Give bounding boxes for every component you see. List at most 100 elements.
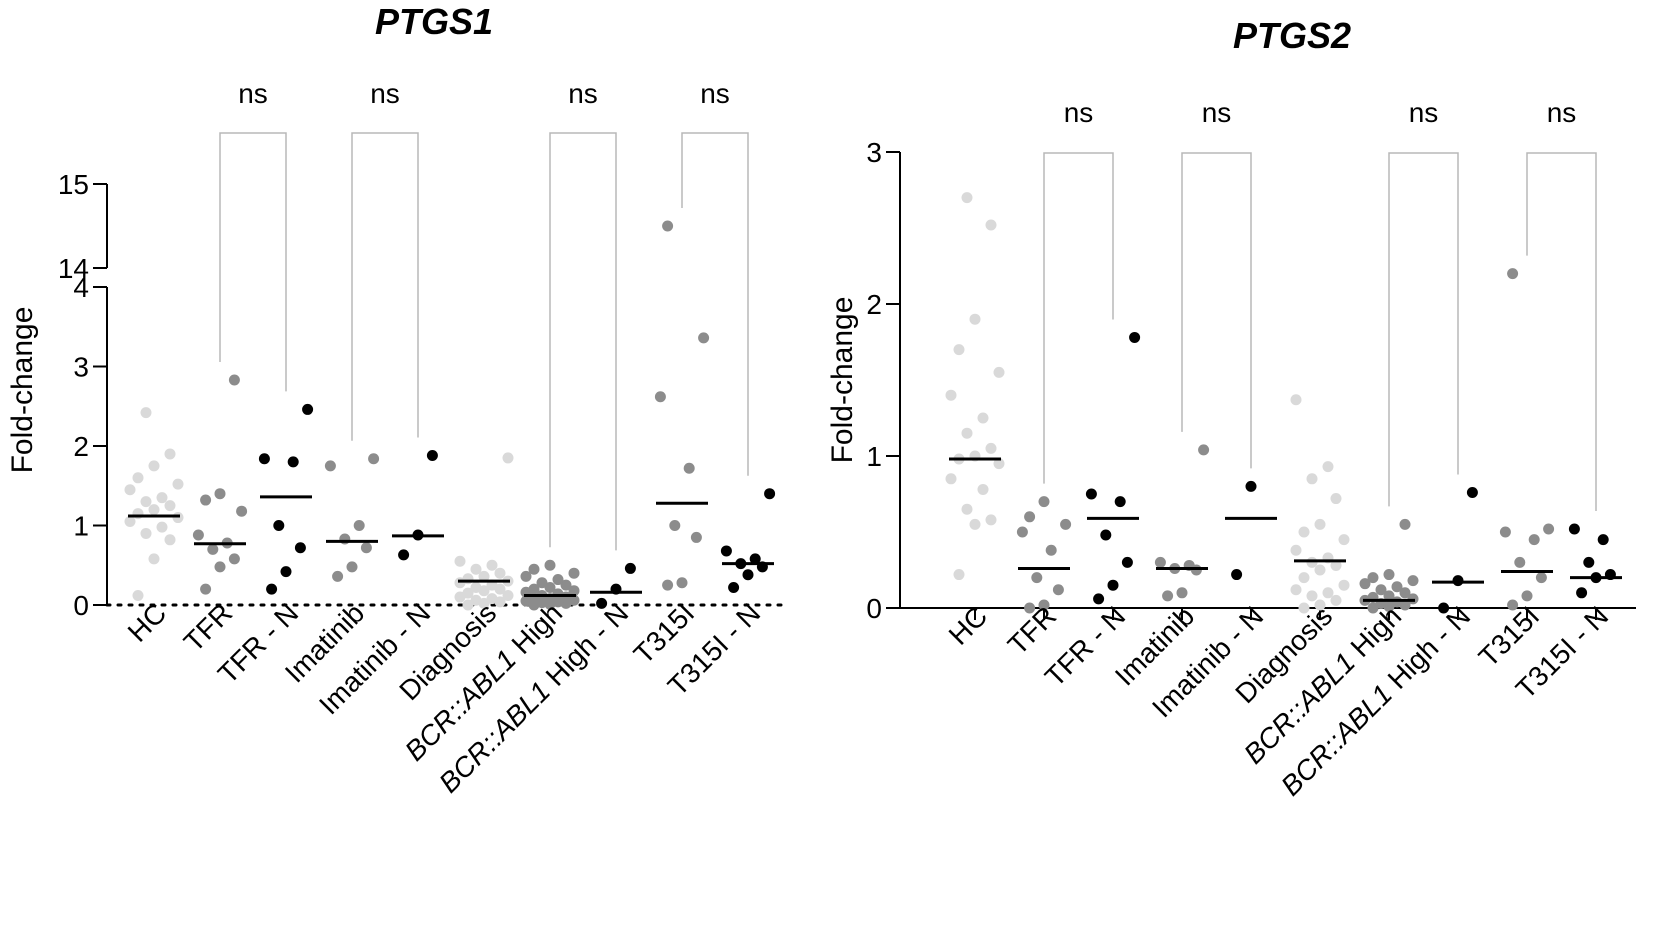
significance-bracket bbox=[219, 132, 287, 392]
data-point bbox=[568, 585, 580, 597]
data-point bbox=[1322, 461, 1334, 473]
data-point bbox=[148, 553, 160, 565]
significance-label: ns bbox=[1409, 97, 1439, 128]
data-point bbox=[1314, 518, 1326, 530]
data-point bbox=[969, 518, 981, 530]
data-point bbox=[462, 587, 474, 599]
data-point bbox=[502, 452, 514, 464]
data-point bbox=[346, 561, 358, 573]
data-point bbox=[969, 313, 981, 325]
data-point bbox=[280, 566, 292, 578]
significance-label: ns bbox=[238, 78, 268, 109]
data-point bbox=[1322, 587, 1334, 599]
y-tick-label: 2 bbox=[73, 431, 89, 462]
data-point bbox=[1367, 602, 1379, 614]
data-point bbox=[470, 594, 482, 606]
data-point bbox=[164, 534, 176, 546]
significance-bracket bbox=[1181, 152, 1252, 469]
data-point bbox=[1399, 587, 1411, 599]
y-tick-label: 1 bbox=[73, 511, 89, 542]
data-point bbox=[1114, 496, 1126, 508]
data-point bbox=[528, 563, 540, 575]
data-point bbox=[1407, 575, 1419, 587]
chart-title: PTGS2 bbox=[1233, 15, 1351, 56]
data-point bbox=[1583, 556, 1595, 568]
data-point bbox=[669, 520, 681, 531]
data-point bbox=[1576, 587, 1588, 599]
data-point bbox=[1438, 602, 1450, 614]
data-point bbox=[1466, 486, 1478, 498]
data-point bbox=[1383, 569, 1395, 581]
significance-label: ns bbox=[700, 78, 730, 109]
data-point bbox=[654, 391, 666, 403]
data-point bbox=[494, 567, 506, 579]
y-tick-label: 15 bbox=[58, 169, 89, 200]
significance-bracket bbox=[351, 132, 419, 441]
data-point bbox=[1129, 331, 1141, 343]
y-tick-label: 14 bbox=[58, 253, 89, 284]
data-point bbox=[1568, 523, 1580, 535]
data-point bbox=[1306, 556, 1318, 568]
data-point bbox=[156, 492, 168, 504]
y-tick-label: 3 bbox=[866, 137, 882, 168]
data-point bbox=[1528, 534, 1540, 546]
data-point bbox=[353, 520, 365, 531]
data-point bbox=[544, 559, 556, 571]
data-point bbox=[470, 563, 482, 575]
data-point bbox=[398, 549, 410, 561]
significance-label: ns bbox=[1064, 97, 1094, 128]
data-point bbox=[690, 531, 702, 543]
data-point bbox=[1330, 493, 1342, 505]
data-point bbox=[207, 543, 219, 555]
data-point bbox=[214, 488, 226, 500]
data-point bbox=[1330, 594, 1342, 606]
significance-label: ns bbox=[370, 78, 400, 109]
data-point bbox=[266, 583, 278, 595]
significance-bracket bbox=[1043, 152, 1114, 484]
data-point bbox=[993, 458, 1005, 470]
data-point bbox=[1543, 523, 1555, 535]
data-point bbox=[596, 597, 608, 609]
data-point bbox=[1245, 480, 1257, 492]
data-point bbox=[454, 555, 466, 567]
data-point bbox=[536, 577, 548, 589]
data-point bbox=[478, 570, 490, 582]
data-point bbox=[140, 527, 152, 539]
data-point bbox=[332, 570, 344, 582]
data-point bbox=[985, 219, 997, 231]
data-point bbox=[544, 582, 556, 594]
data-point bbox=[124, 484, 136, 496]
data-point bbox=[1330, 559, 1342, 571]
data-point bbox=[302, 403, 314, 415]
data-point bbox=[1391, 581, 1403, 593]
data-point bbox=[200, 583, 212, 595]
data-point bbox=[140, 407, 152, 419]
data-point bbox=[953, 569, 965, 581]
data-point bbox=[1231, 569, 1243, 581]
data-point bbox=[156, 521, 168, 533]
data-point bbox=[552, 574, 564, 586]
data-point bbox=[560, 579, 572, 591]
data-point bbox=[192, 529, 204, 541]
data-point bbox=[1093, 593, 1105, 605]
data-point bbox=[1290, 544, 1302, 556]
data-point bbox=[1306, 473, 1318, 485]
data-point bbox=[568, 567, 580, 579]
significance-bracket bbox=[1526, 152, 1597, 511]
chart-title: PTGS1 bbox=[375, 1, 493, 42]
data-point bbox=[172, 478, 184, 490]
data-point bbox=[132, 589, 144, 601]
data-point bbox=[528, 583, 540, 595]
data-point bbox=[1338, 534, 1350, 546]
data-point bbox=[1521, 590, 1533, 602]
y-axis-label: Fold-change bbox=[826, 297, 859, 464]
data-point bbox=[961, 503, 973, 515]
data-point bbox=[360, 542, 372, 554]
y-tick-label: 0 bbox=[73, 590, 89, 621]
data-point bbox=[1024, 602, 1036, 614]
data-point bbox=[470, 582, 482, 594]
significance-bracket bbox=[549, 132, 617, 551]
data-point bbox=[961, 427, 973, 439]
